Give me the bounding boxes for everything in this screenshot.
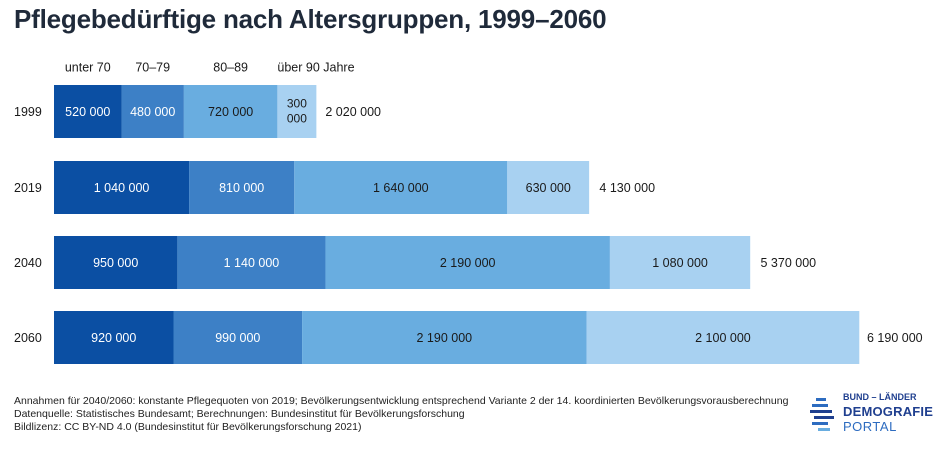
data-label: 300 xyxy=(287,97,307,111)
bar-segment xyxy=(302,311,587,364)
category-label: 2060 xyxy=(14,331,42,345)
bar-segment xyxy=(121,85,184,138)
data-label: 480 000 xyxy=(130,105,175,119)
legend-label: über 90 Jahre xyxy=(277,60,354,74)
bar-segment xyxy=(609,236,751,289)
footnote-license: Bildlizenz: CC BY-ND 4.0 (Bundesinstitut… xyxy=(14,421,362,433)
logo-text-top: BUND – LÄNDER xyxy=(843,392,917,402)
bar-segment xyxy=(54,85,122,138)
data-label: 950 000 xyxy=(93,256,138,270)
data-label: 1 040 000 xyxy=(94,181,150,195)
data-label: 920 000 xyxy=(91,331,136,345)
total-label: 2 020 000 xyxy=(325,105,381,119)
category-label: 2040 xyxy=(14,256,42,270)
bar-segment xyxy=(325,236,610,289)
legend-label: 70–79 xyxy=(135,60,170,74)
legend-label: unter 70 xyxy=(65,60,111,74)
data-label: 1 640 000 xyxy=(373,181,429,195)
footnote-assumptions: Annahmen für 2040/2060: konstante Pflege… xyxy=(14,395,789,407)
bar-segment xyxy=(183,85,278,138)
data-label: 720 000 xyxy=(208,105,253,119)
bar-segment xyxy=(189,161,295,214)
bar-segment xyxy=(586,311,860,364)
data-label: 630 000 xyxy=(526,181,571,195)
data-label: 520 000 xyxy=(65,105,110,119)
stacked-bar-chart: unter 70 70–79 80–89 über 90 Jahre 1999 520 0… xyxy=(14,60,923,364)
data-label: 000 xyxy=(287,112,307,126)
logo-text-mid: DEMOGRAFIE xyxy=(843,404,934,419)
total-label: 5 370 000 xyxy=(760,256,816,270)
bar-segment xyxy=(294,161,508,214)
bar-segment xyxy=(507,161,590,214)
bar-segment xyxy=(177,236,326,289)
bar-segment xyxy=(277,85,317,138)
logo-text-bot: PORTAL xyxy=(843,419,897,434)
demografie-portal-logo: BUND – LÄNDER DEMOGRAFIE PORTAL xyxy=(810,392,940,442)
logo-mark-icon xyxy=(810,398,834,431)
legend-label: 80–89 xyxy=(213,60,248,74)
data-label: 2 100 000 xyxy=(695,331,751,345)
bar-segment xyxy=(173,311,303,364)
bar-segment xyxy=(54,161,190,214)
data-label: 2 190 000 xyxy=(417,331,473,345)
data-label: 2 190 000 xyxy=(440,256,496,270)
data-label: 1 080 000 xyxy=(652,256,708,270)
total-label: 4 130 000 xyxy=(599,181,655,195)
footnote-source: Datenquelle: Statistisches Bundesamt; Be… xyxy=(14,408,465,420)
bar-segment xyxy=(54,311,174,364)
category-label: 1999 xyxy=(14,105,42,119)
data-label: 810 000 xyxy=(219,181,264,195)
bar-segment xyxy=(54,236,178,289)
category-label: 2019 xyxy=(14,181,42,195)
total-label: 6 190 000 xyxy=(867,331,923,345)
data-label: 990 000 xyxy=(215,331,260,345)
chart-title: Pflegebedürftige nach Altersgruppen, 199… xyxy=(14,4,607,34)
data-label: 1 140 000 xyxy=(224,256,280,270)
